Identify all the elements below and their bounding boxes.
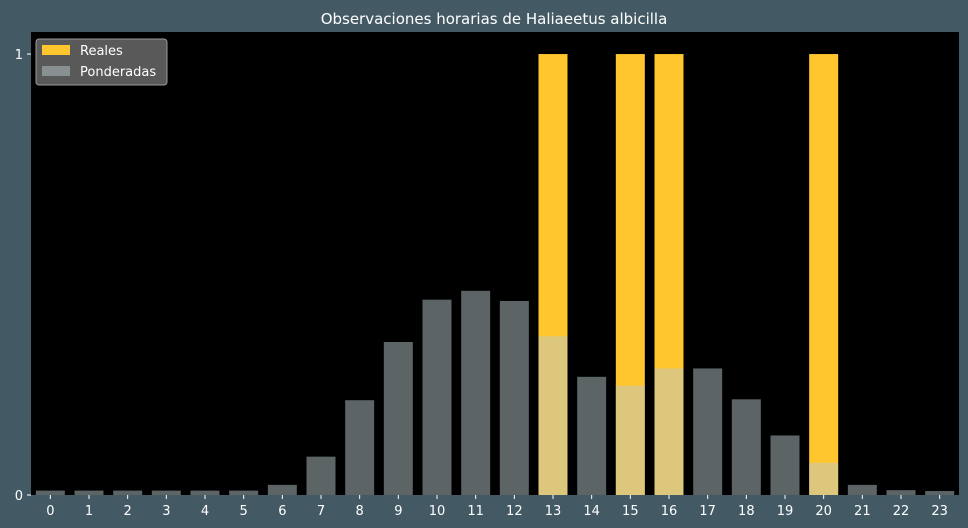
x-tick-label-18: 18 <box>738 504 755 519</box>
bars-layer <box>35 54 955 496</box>
x-tick-label-6: 6 <box>278 504 286 519</box>
x-tick-label-8: 8 <box>356 504 364 519</box>
x-tick-label-21: 21 <box>854 504 871 519</box>
x-tick-label-2: 2 <box>124 504 132 519</box>
legend: Reales Ponderadas <box>35 38 168 86</box>
bar-ponderadas-3 <box>151 490 181 495</box>
x-tick-label-14: 14 <box>583 504 600 519</box>
legend-swatch-ponderadas <box>42 66 70 76</box>
bar-ponderadas-0 <box>35 490 65 495</box>
y-tick-label-0: 0 <box>15 489 23 504</box>
legend-label-ponderadas: Ponderadas <box>80 65 156 80</box>
bar-ponderadas-13 <box>538 336 568 495</box>
bar-reales-20 <box>809 54 839 496</box>
x-tick-label-15: 15 <box>622 504 639 519</box>
x-tick-label-17: 17 <box>699 504 716 519</box>
bar-ponderadas-7 <box>306 456 336 495</box>
x-tick-label-16: 16 <box>661 504 678 519</box>
bar-ponderadas-16 <box>654 368 684 495</box>
x-tick-label-3: 3 <box>162 504 170 519</box>
bar-ponderadas-4 <box>190 490 220 495</box>
chart-title: Observaciones horarias de Haliaeetus alb… <box>321 10 668 28</box>
bar-ponderadas-12 <box>499 300 529 495</box>
bar-ponderadas-17 <box>693 368 723 495</box>
x-tick-label-12: 12 <box>506 504 523 519</box>
y-tick-label-1: 1 <box>15 48 23 63</box>
x-tick-label-11: 11 <box>467 504 484 519</box>
x-tick-label-9: 9 <box>394 504 402 519</box>
x-tick-label-7: 7 <box>317 504 325 519</box>
bar-ponderadas-23 <box>925 491 955 495</box>
legend-label-reales: Reales <box>80 44 123 59</box>
bar-ponderadas-8 <box>345 400 375 495</box>
bar-ponderadas-11 <box>461 290 491 495</box>
bar-ponderadas-6 <box>267 484 297 495</box>
x-tick-label-13: 13 <box>545 504 562 519</box>
bar-ponderadas-18 <box>731 399 761 495</box>
x-tick-label-10: 10 <box>429 504 446 519</box>
bar-ponderadas-9 <box>383 341 413 495</box>
bar-ponderadas-14 <box>577 376 607 495</box>
bar-ponderadas-5 <box>229 490 259 495</box>
bar-ponderadas-10 <box>422 299 452 495</box>
plot-area <box>31 32 959 495</box>
bar-ponderadas-22 <box>886 490 916 495</box>
bar-ponderadas-19 <box>770 435 800 495</box>
bar-ponderadas-20 <box>809 462 839 495</box>
bar-ponderadas-15 <box>615 385 645 495</box>
x-tick-label-20: 20 <box>815 504 832 519</box>
bar-ponderadas-2 <box>113 490 143 495</box>
legend-swatch-reales <box>42 45 70 55</box>
x-tick-label-0: 0 <box>46 504 54 519</box>
x-tick-label-4: 4 <box>201 504 209 519</box>
x-tick-label-1: 1 <box>85 504 93 519</box>
x-tick-label-23: 23 <box>931 504 948 519</box>
bar-ponderadas-1 <box>74 490 104 495</box>
x-tick-label-22: 22 <box>893 504 910 519</box>
bar-ponderadas-21 <box>847 484 877 495</box>
x-tick-label-19: 19 <box>777 504 794 519</box>
x-tick-label-5: 5 <box>240 504 248 519</box>
